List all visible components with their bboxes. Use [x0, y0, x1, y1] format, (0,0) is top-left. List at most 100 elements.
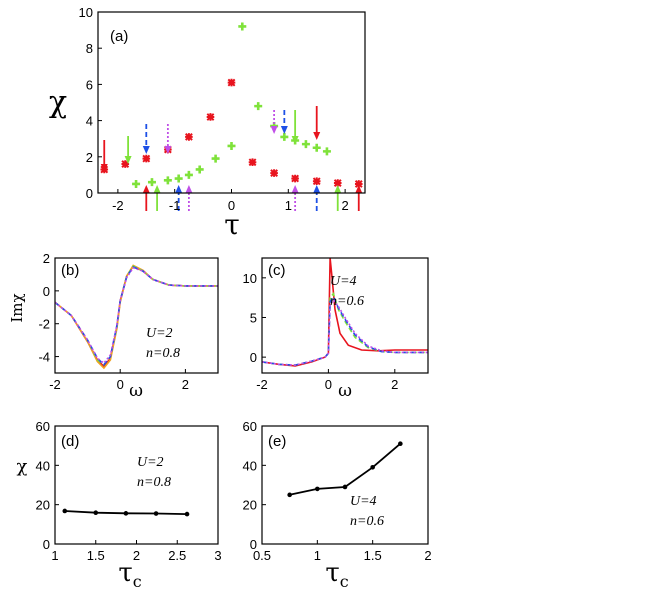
plot-frame-b — [54, 257, 219, 374]
arrow-0 — [100, 140, 108, 172]
x-tick-label: 2 — [182, 377, 189, 392]
x-tick-label: -1 — [169, 198, 181, 213]
point-red-7 — [248, 158, 257, 167]
y-tick-label: 0 — [250, 537, 257, 552]
point-green-4 — [184, 170, 193, 179]
point-red-12 — [354, 180, 363, 188]
point-0 — [287, 492, 292, 498]
x-axis-label-a: τ — [224, 208, 240, 241]
x-axis-label-e: τc — [325, 558, 348, 589]
y-tick-label: 40 — [36, 458, 50, 473]
point-green-15 — [322, 147, 331, 156]
y-tick-label: 0 — [43, 537, 50, 552]
x-tick-label: 2 — [133, 548, 140, 563]
plot-frame-a — [97, 11, 366, 194]
panel-label-c: (c) — [268, 262, 286, 279]
arrow-4 — [142, 124, 150, 154]
x-tick-label: 0 — [228, 198, 235, 213]
y-tick-label: 40 — [243, 458, 257, 473]
y-tick-label: 2 — [43, 251, 50, 266]
y-tick-label: -4 — [38, 350, 50, 365]
point-0 — [62, 508, 68, 514]
y-tick-label: 60 — [243, 419, 257, 434]
point-glyph — [291, 174, 300, 183]
panel-a: -2 -1 0 1 2 0 2 4 6 8 10 (a) χ τ — [49, 5, 366, 241]
point-red-2 — [142, 154, 151, 163]
arrow-head — [142, 185, 150, 193]
arrow-head — [270, 126, 278, 134]
series-orange-line — [55, 264, 218, 370]
x-axis-label-b: ω — [129, 381, 143, 401]
y-tick-label: 0 — [43, 284, 50, 299]
arrow-15 — [355, 185, 363, 211]
x-tick-label: 2 — [341, 198, 348, 213]
point-glyph — [227, 78, 236, 87]
plot-area-a — [100, 22, 363, 188]
plot-frame-c — [261, 257, 429, 374]
arrow-13 — [313, 106, 321, 140]
annotation-line-1: n=0.8 — [137, 475, 171, 490]
y-tick-label: 10 — [243, 271, 257, 286]
y-tick-label: 60 — [36, 419, 50, 434]
y-tick-label: 0 — [250, 350, 257, 365]
point-red-8 — [270, 169, 279, 177]
point-glyph — [184, 132, 193, 141]
x-axis-label-subscript: c — [133, 572, 142, 589]
panel-label-d: (d) — [61, 433, 79, 450]
point-green-3 — [174, 174, 183, 183]
y-tick-label: 6 — [86, 77, 93, 92]
arrow-12 — [313, 185, 321, 211]
annotation-line-0: U=2 — [146, 326, 173, 341]
panel-label-b: (b) — [61, 262, 79, 279]
y-tick-label: 8 — [86, 41, 93, 56]
series-blue-line — [55, 266, 218, 367]
series-red-line — [55, 265, 218, 368]
arrow-1 — [124, 136, 132, 164]
series-red-line — [262, 258, 428, 367]
point-green-2 — [163, 176, 172, 185]
point-red-11 — [333, 179, 342, 187]
annotation-line-0: U=4 — [330, 274, 357, 289]
point-1 — [93, 510, 99, 516]
y-tick-label: 10 — [79, 5, 93, 20]
annotation-line-1: n=0.6 — [330, 294, 364, 309]
panel-label-a: (a) — [110, 28, 128, 45]
arrow-head — [313, 132, 321, 140]
point-glyph — [121, 160, 130, 168]
arrow-7 — [185, 185, 193, 211]
arrow-9 — [280, 110, 288, 134]
point-red-9 — [291, 174, 300, 183]
point-green-11 — [280, 132, 289, 141]
arrow-14 — [334, 185, 342, 211]
arrow-head — [355, 185, 363, 193]
x-tick-label: 1 — [51, 548, 58, 563]
x-tick-label: -2 — [49, 377, 61, 392]
y-tick-label: 2 — [86, 150, 93, 165]
x-tick-label: 1.5 — [87, 548, 105, 563]
point-red-6 — [227, 78, 236, 87]
x-tick-label: 2 — [424, 548, 431, 563]
series-purple-line — [262, 298, 428, 366]
arrow-head — [291, 136, 299, 144]
point-glyph — [312, 177, 321, 186]
point-glyph — [142, 154, 151, 163]
x-tick-label: 1 — [285, 198, 292, 213]
series-purple-line — [55, 266, 218, 365]
arrow-head — [291, 185, 299, 193]
plot-area-c — [262, 258, 428, 367]
point-2 — [123, 511, 129, 516]
arrow-head — [164, 146, 172, 154]
point-green-14 — [312, 143, 321, 152]
annotation-line-1: n=0.6 — [350, 514, 384, 529]
x-axis-label-c: ω — [338, 381, 352, 401]
arrow-5 — [164, 124, 172, 154]
point-green-8 — [238, 22, 247, 31]
y-tick-label: 0 — [86, 186, 93, 201]
point-red-5 — [206, 113, 215, 121]
point-green-9 — [254, 102, 263, 111]
annotation-line-0: U=4 — [350, 494, 377, 509]
x-axis-label-subscript: c — [340, 572, 349, 589]
